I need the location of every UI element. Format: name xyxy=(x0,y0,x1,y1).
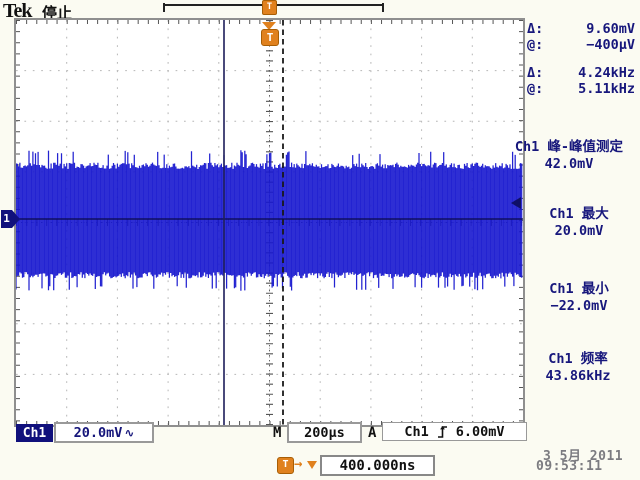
record-trigger-flag-icon[interactable]: T xyxy=(262,0,277,15)
trigger-source: Ch1 xyxy=(404,423,429,440)
waveform-canvas xyxy=(16,20,523,425)
measurement-label: Ch1 频率 xyxy=(548,351,608,367)
ac-coupling-icon: ∿ xyxy=(124,425,135,440)
measurement-max: Ch1 最大 20.0mV xyxy=(523,206,635,239)
at-voltage-value: −400μV xyxy=(586,37,635,53)
time-readout: 09:53:11 xyxy=(536,459,603,474)
channel1-ground-marker[interactable]: 1 xyxy=(1,210,20,228)
measurement-frequency: Ch1 频率 43.86kHz xyxy=(518,351,638,384)
at-frequency-value: 5.11kHz xyxy=(578,81,635,97)
trigger-position-marker[interactable]: T xyxy=(261,29,279,46)
delta-frequency-row: Δ: 4.24kHz xyxy=(527,65,635,81)
measurement-label: Ch1 峰-峰值测定 xyxy=(514,139,624,155)
tek-logo: Tek xyxy=(3,0,32,22)
at-label: @: xyxy=(527,37,544,53)
trigger-readout: Ch1 6.00mV xyxy=(382,422,527,441)
delta-voltage-value: 9.60mV xyxy=(586,21,635,37)
channel1-marker-arrow-icon xyxy=(12,210,20,228)
trigger-position-arrow-icon[interactable] xyxy=(262,22,276,30)
timebase-readout: 200μs xyxy=(287,422,362,443)
timebase-label: M xyxy=(273,425,282,441)
measurement-value: 43.86kHz xyxy=(545,367,611,384)
delay-downarrow-icon xyxy=(307,461,317,469)
measurement-value: −22.0mV xyxy=(550,297,608,314)
delay-time-readout: 400.000ns xyxy=(320,455,435,476)
vertical-scale-value: 20.0mV xyxy=(73,424,123,441)
trigger-level-arrow-icon[interactable] xyxy=(511,197,521,209)
rising-edge-icon xyxy=(437,426,447,438)
acquisition-status: 停止 xyxy=(42,4,73,22)
channel1-marker-label: 1 xyxy=(1,210,12,228)
measurement-pk2pk: Ch1 峰-峰值测定 42.0mV xyxy=(498,139,640,172)
at-frequency-row: @: 5.11kHz xyxy=(527,81,635,97)
measurement-label: Ch1 最小 xyxy=(549,281,609,297)
trigger-mode-label: A xyxy=(368,425,377,441)
date-readout: 3 5月 2011 xyxy=(543,449,624,464)
graticule: T xyxy=(14,18,525,427)
measurement-value: 20.0mV xyxy=(554,222,604,239)
delta-label: Δ: xyxy=(527,65,544,81)
delta-frequency-value: 4.24kHz xyxy=(578,65,635,81)
delay-arrow-icon: → xyxy=(294,456,303,472)
delay-trigger-icon: T xyxy=(277,457,294,474)
measurement-label: Ch1 最大 xyxy=(549,206,609,222)
cursor-readout-panel: Δ: 9.60mV @: −400μV Δ: 4.24kHz @: 5.11kH… xyxy=(527,21,635,97)
at-voltage-row: @: −400μV xyxy=(527,37,635,53)
channel1-scale-readout: 20.0mV ∿ xyxy=(54,422,154,443)
at-label: @: xyxy=(527,81,544,97)
delta-label: Δ: xyxy=(527,21,544,37)
delta-voltage-row: Δ: 9.60mV xyxy=(527,21,635,37)
trigger-level-value: 6.00mV xyxy=(455,423,505,440)
channel1-badge: Ch1 xyxy=(16,424,53,442)
measurement-value: 42.0mV xyxy=(544,155,594,172)
measurement-min: Ch1 最小 −22.0mV xyxy=(523,281,635,314)
